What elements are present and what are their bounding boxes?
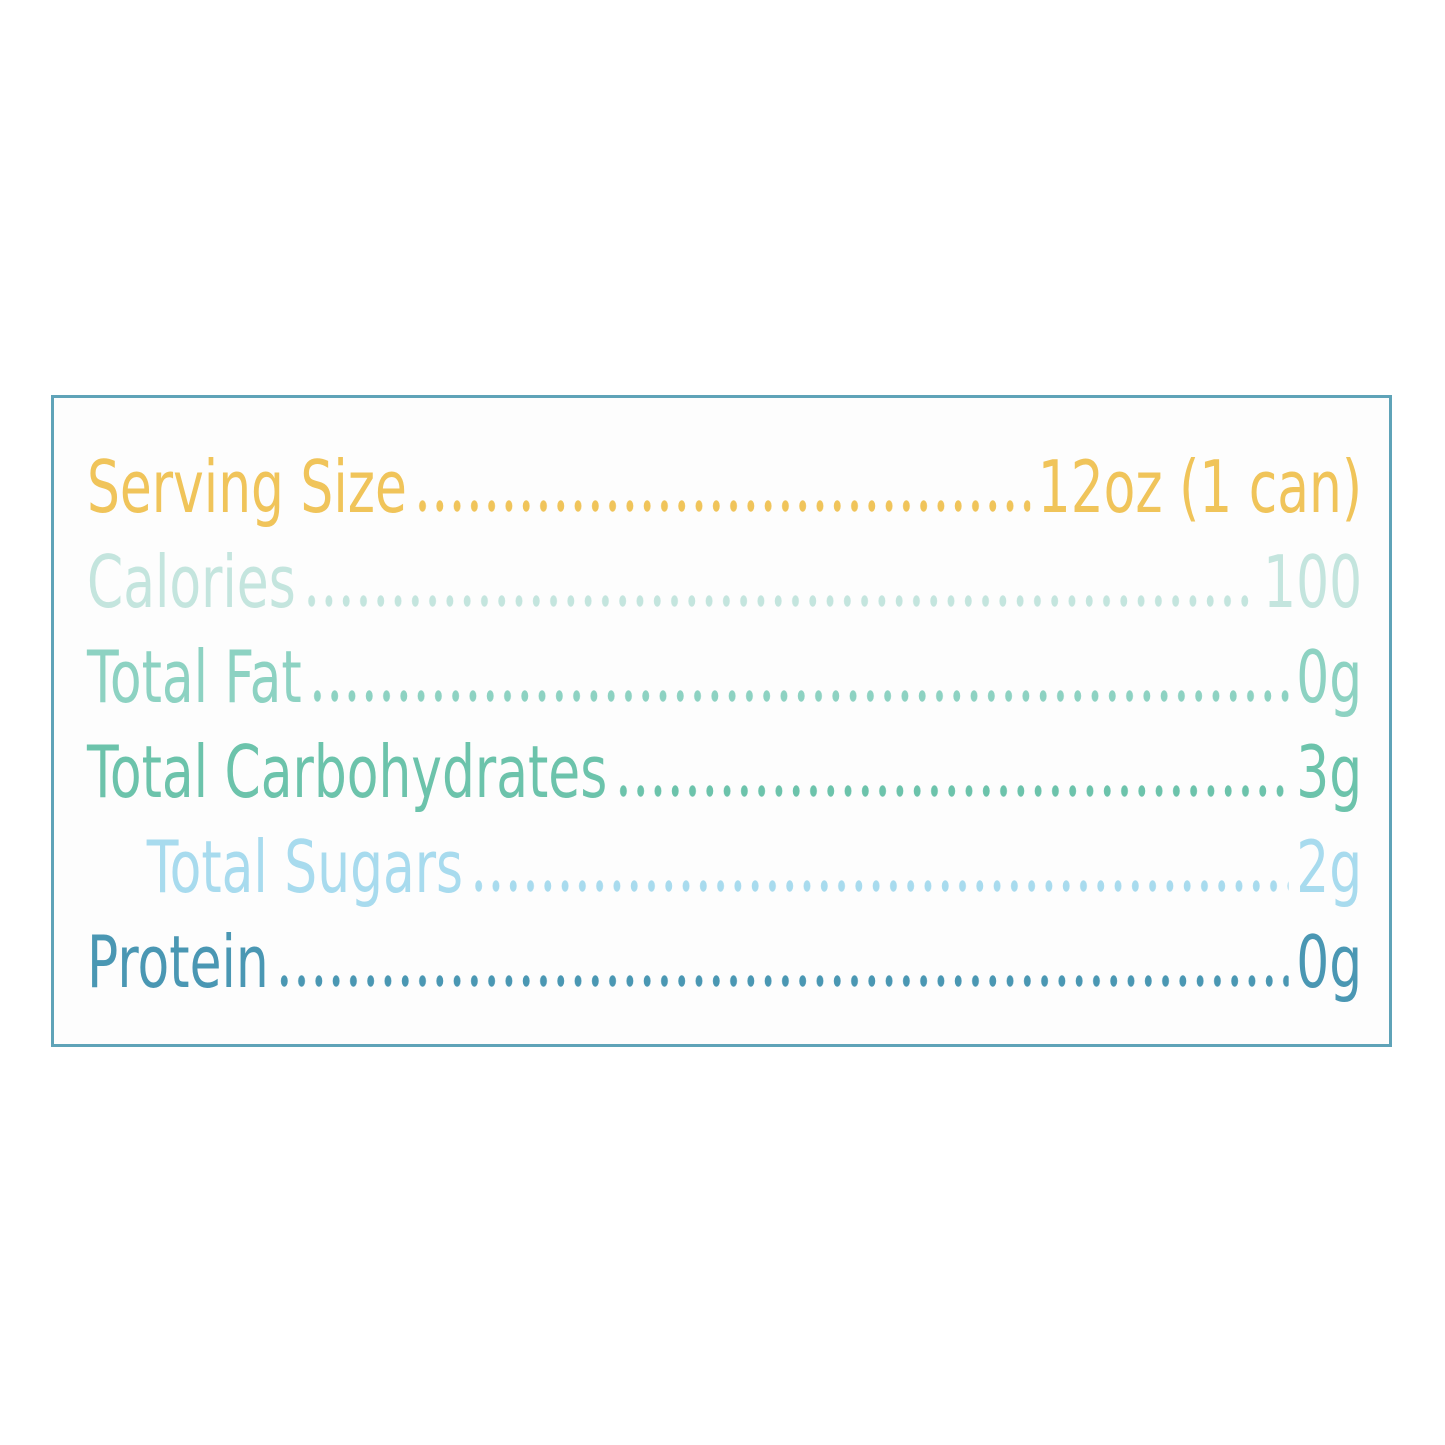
row-value: 100 [1263,540,1363,624]
row-label: Protein [87,920,269,1004]
row-label: Total Carbohydrates [87,730,608,814]
row-label: Total Sugars [146,825,464,909]
nutrition-panel: Serving Size 12oz (1 can) Calories 100 T… [51,395,1392,1047]
row-value: 2g [1296,825,1363,909]
dot-leader [302,595,1256,607]
row-total-carbohydrates: Total Carbohydrates 3g [87,725,1362,820]
row-label: Calories [87,540,296,624]
row-total-sugars: Total Sugars 2g [87,820,1362,915]
dot-leader [275,975,1290,987]
row-calories: Calories 100 [87,535,1362,630]
row-value: 12oz (1 can) [1037,445,1363,529]
nutrition-rows: Serving Size 12oz (1 can) Calories 100 T… [87,440,1362,1010]
dot-leader [414,500,1031,512]
row-total-fat: Total Fat 0g [87,630,1362,725]
row-value: 0g [1296,920,1363,1004]
dot-leader [308,690,1290,702]
row-protein: Protein 0g [87,915,1362,1010]
dot-leader [470,880,1290,892]
row-value: 0g [1296,635,1363,719]
row-value: 3g [1296,730,1363,814]
row-label: Serving Size [87,445,407,529]
dot-leader [614,785,1290,797]
row-serving-size: Serving Size 12oz (1 can) [87,440,1362,535]
row-label: Total Fat [87,635,302,719]
